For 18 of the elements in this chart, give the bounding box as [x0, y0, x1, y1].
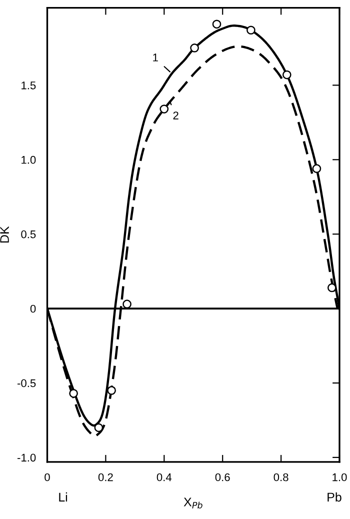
x-tick-label: 0.2	[98, 473, 113, 482]
x-tick-label: 0.8	[274, 473, 288, 482]
text: Li	[59, 492, 68, 502]
y-tick-label: -1.0	[17, 454, 36, 462]
text: Pb	[328, 492, 342, 502]
annotation: 2	[173, 112, 178, 120]
y-tick-label: 0	[30, 304, 36, 313]
annotation: 1	[153, 54, 158, 62]
y-tick-label: 1.5	[22, 82, 36, 90]
y-tick-label: -0.5	[17, 379, 36, 388]
x-tick-label: 0	[44, 473, 50, 482]
y-tick-label: 1.0	[22, 156, 36, 164]
y-tick-label: 0.5	[21, 230, 36, 238]
y-axis-title: DK	[0, 226, 9, 243]
x-tick-label: 0.6	[215, 473, 230, 482]
x-axis-title: X$_{Pb}$	[184, 498, 202, 508]
x-tick-label: 0.4	[156, 473, 172, 482]
x-tick-label: 1.0	[332, 473, 347, 482]
